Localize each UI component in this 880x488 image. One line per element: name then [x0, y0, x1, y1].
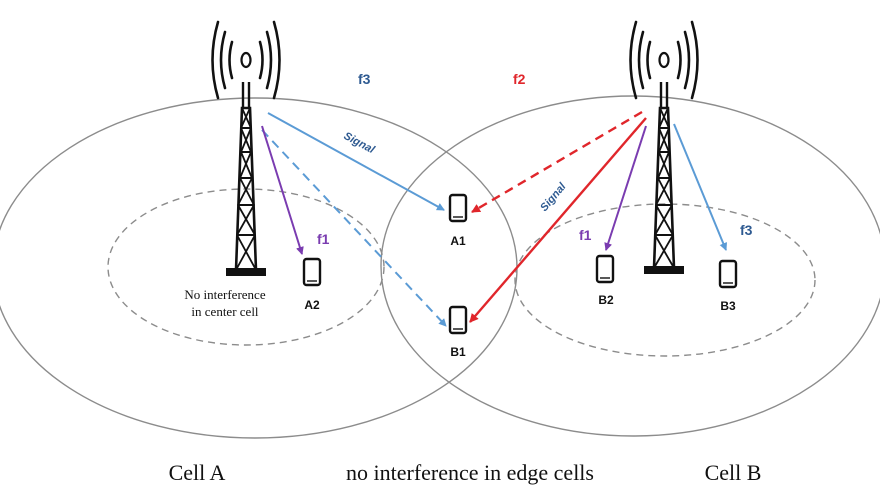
signal-label-left: Signal	[342, 130, 378, 157]
tower-b-to-b1-signal-arrow	[469, 117, 647, 323]
cell-a-center-zone	[107, 188, 385, 346]
tower-a-to-a1-signal-arrow	[267, 112, 445, 211]
phone-b3-icon	[718, 259, 738, 289]
phone-a1-label: A1	[450, 234, 466, 248]
tower-b-to-b3-f3-arrow	[673, 123, 728, 251]
frequency-f3-top-label: f3	[358, 71, 371, 87]
center-cell-note-line1: No interference	[184, 287, 265, 302]
frequency-f1-right-label: f1	[579, 227, 592, 243]
frequency-f2-top-label: f2	[513, 71, 526, 87]
cell-tower-a-icon	[211, 20, 281, 276]
frequency-f3-right-label: f3	[740, 222, 753, 238]
tower-a-to-a2-f1-arrow	[261, 125, 304, 255]
phone-a2-label: A2	[304, 298, 320, 312]
tower-b-to-a1-interference-arrow	[471, 110, 643, 214]
phone-b2-icon	[595, 254, 615, 284]
cell-b-outer-boundary	[380, 95, 880, 437]
cell-a-caption: Cell A	[169, 460, 226, 485]
signal-label-right: Signal	[538, 180, 569, 214]
phone-a2-icon	[302, 257, 322, 287]
edge-cells-caption: no interference in edge cells	[346, 460, 594, 485]
center-cell-note-line2: in center cell	[191, 304, 259, 319]
cell-tower-b-icon	[629, 20, 699, 274]
phone-b1-icon	[448, 305, 468, 335]
cell-b-caption: Cell B	[705, 460, 762, 485]
phone-b3-label: B3	[720, 299, 736, 313]
cell-b-center-zone	[514, 203, 816, 357]
tower-b-to-b2-f1-arrow	[604, 125, 647, 251]
phone-b2-label: B2	[598, 293, 614, 307]
phone-a1-icon	[448, 193, 468, 223]
frequency-f1-left-label: f1	[317, 231, 330, 247]
phone-b1-label: B1	[450, 345, 466, 359]
